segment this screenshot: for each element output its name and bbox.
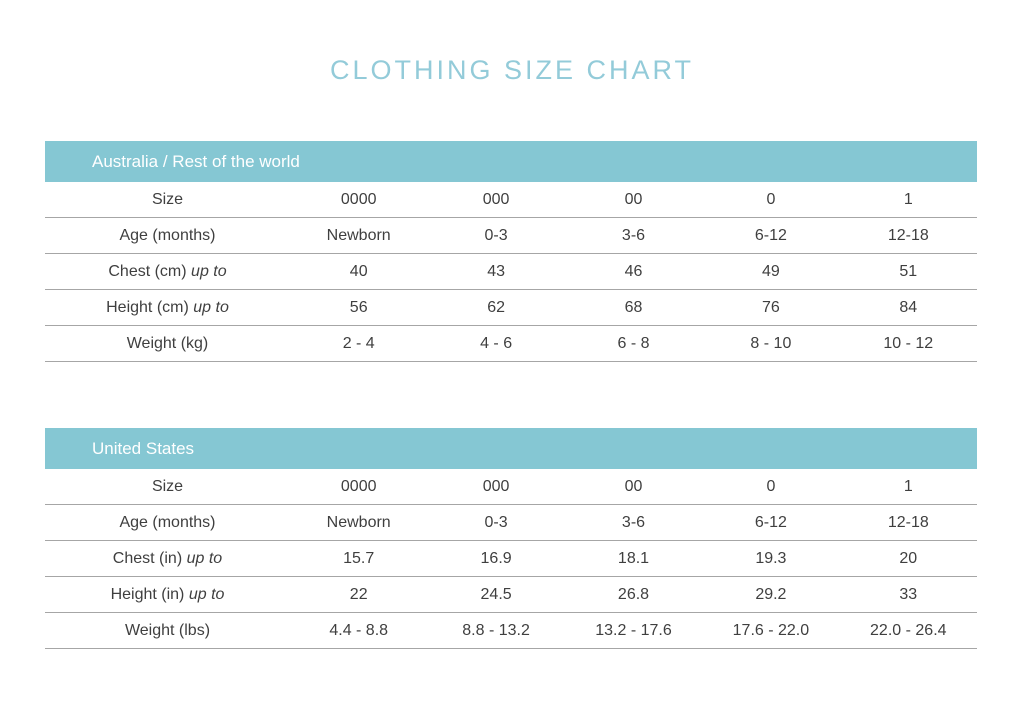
cell: 0 (766, 477, 776, 495)
cell: 17.6 - 22.0 (732, 621, 810, 639)
cell: 00 (624, 190, 643, 208)
cell: Newborn (326, 226, 391, 244)
table-row: Weight (kg) 2 - 4 4 - 6 6 - 8 8 - 10 10 … (45, 326, 977, 362)
row-label-text: Chest (in) (112, 549, 183, 567)
cell: 33 (899, 585, 918, 603)
row-label-suffix: up to (191, 262, 227, 280)
row-label: Chest (in) up to (45, 550, 290, 568)
cell: 19.3 (755, 549, 787, 567)
cell: 4 - 6 (480, 334, 513, 352)
cell: 51 (899, 262, 918, 280)
cell: 4.4 - 8.8 (329, 621, 389, 639)
row-label-text: Height (cm) (106, 298, 189, 316)
cell: 00 (624, 477, 643, 495)
cell: 16.9 (480, 549, 512, 567)
cell: 56 (349, 298, 368, 316)
table-australia: Australia / Rest of the world Size 0000 … (45, 141, 977, 362)
cell: 62 (487, 298, 505, 316)
table-header-australia: Australia / Rest of the world (45, 141, 977, 182)
table-row: Height (in) up to 22 24.5 26.8 29.2 33 (45, 577, 977, 613)
row-label: Weight (lbs) (45, 622, 290, 640)
row-label-text: Height (in) (110, 585, 185, 603)
row-label: Chest (cm) up to (45, 263, 290, 281)
cell: 1 (903, 190, 913, 208)
row-label: Size (45, 478, 290, 496)
table-row: Size 0000 000 00 0 1 (45, 469, 977, 505)
row-label-suffix: up to (188, 585, 225, 603)
cell: 6-12 (754, 513, 787, 531)
row-label: Height (cm) up to (45, 299, 290, 317)
row-label: Height (in) up to (45, 586, 290, 604)
table-row: Age (months) Newborn 0-3 3-6 6-12 12-18 (45, 505, 977, 541)
table-row: Size 0000 000 00 0 1 (45, 182, 977, 218)
cell: 43 (487, 262, 505, 280)
cell: 15.7 (343, 549, 375, 567)
cell: 40 (349, 262, 368, 280)
table-row: Height (cm) up to 56 62 68 76 84 (45, 290, 977, 326)
cell: 6-12 (754, 226, 787, 244)
row-label: Age (months) (45, 514, 290, 532)
table-row: Chest (cm) up to 40 43 46 49 51 (45, 254, 977, 290)
cell: 000 (482, 477, 510, 495)
cell: 0-3 (484, 513, 508, 531)
cell: 000 (482, 190, 510, 208)
row-label: Age (months) (45, 227, 290, 245)
cell: 26.8 (617, 585, 650, 603)
cell: 10 - 12 (883, 334, 934, 352)
row-label-text: Age (months) (119, 226, 216, 244)
page-title: CLOTHING SIZE CHART (329, 55, 695, 85)
table-row: Age (months) Newborn 0-3 3-6 6-12 12-18 (45, 218, 977, 254)
cell: 22.0 - 26.4 (870, 621, 947, 639)
cell: 6 - 8 (617, 334, 650, 352)
row-label-text: Weight (kg) (126, 334, 209, 352)
cell: 0 (766, 190, 776, 208)
table-united-states: United States Size 0000 000 00 0 1 Age (… (45, 428, 977, 649)
row-label-text: Chest (cm) (108, 262, 187, 280)
cell: 24.5 (480, 585, 512, 603)
table-row: Weight (lbs) 4.4 - 8.8 8.8 - 13.2 13.2 -… (45, 613, 977, 649)
cell: 12-18 (887, 513, 929, 531)
cell: 46 (624, 262, 643, 280)
cell: 12-18 (887, 226, 929, 244)
cell: 0-3 (484, 226, 508, 244)
row-label-text: Size (151, 477, 184, 495)
cell: 20 (899, 549, 918, 567)
cell: Newborn (326, 513, 391, 531)
cell: 0000 (340, 190, 377, 208)
table-header-united-states: United States (45, 428, 977, 469)
cell: 84 (899, 298, 918, 316)
cell: 68 (624, 298, 643, 316)
cell: 3-6 (621, 513, 646, 531)
cell: 1 (903, 477, 913, 495)
cell: 18.1 (617, 549, 650, 567)
cell: 3-6 (621, 226, 646, 244)
row-label-text: Age (months) (119, 513, 216, 531)
table-row: Chest (in) up to 15.7 16.9 18.1 19.3 20 (45, 541, 977, 577)
cell: 76 (761, 298, 780, 316)
row-label-text: Size (151, 190, 184, 208)
cell: 8 - 10 (750, 334, 792, 352)
cell: 8.8 - 13.2 (462, 621, 530, 639)
cell: 49 (761, 262, 780, 280)
row-label-text: Weight (lbs) (124, 621, 211, 639)
cell: 29.2 (755, 585, 787, 603)
row-label: Weight (kg) (45, 335, 290, 353)
cell: 2 - 4 (342, 334, 375, 352)
row-label: Size (45, 191, 290, 209)
cell: 13.2 - 17.6 (595, 621, 672, 639)
cell: 0000 (340, 477, 377, 495)
row-label-suffix: up to (186, 549, 223, 567)
cell: 22 (349, 585, 368, 603)
row-label-suffix: up to (193, 298, 229, 316)
